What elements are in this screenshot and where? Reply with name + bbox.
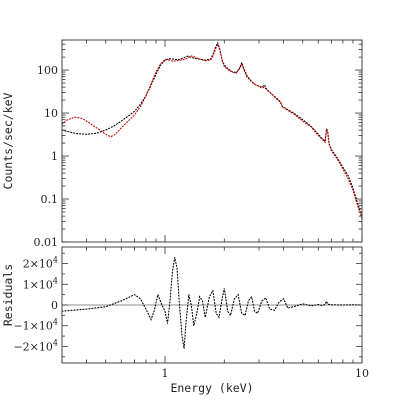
residuals-panel: 2×104 1×104 0 −1×104 −2×104 1 10 Residuals En… — [1, 40, 369, 395]
residuals-series-0 — [61, 257, 363, 349]
spectrum-y-tick-label: 100 — [37, 64, 58, 77]
residuals-y-ticks: 2×104 1×104 0 −1×104 −2×104 — [13, 252, 362, 358]
spectrum-series-layer — [61, 41, 363, 220]
spectrum-plot-frame — [61, 39, 363, 243]
spectrum-series-1 — [61, 42, 363, 220]
spectrum-y-tick-label: 0.01 — [34, 236, 59, 249]
residuals-y-axis-label: Residuals — [1, 264, 15, 326]
residuals-y-tick-label: −1×104 — [13, 318, 58, 333]
spectrum-y-ticks: 0.01 0.1 1 10 100 — [34, 39, 362, 249]
spectrum-y-tick-label: 1 — [51, 150, 58, 163]
energy-x-tick-label: 10 — [355, 367, 369, 380]
spectrum-panel: 0.01 0.1 1 10 100 Counts/sec/keV — [1, 39, 363, 249]
energy-x-axis-label: Energy (keV) — [170, 381, 253, 395]
energy-x-tick-label: 1 — [162, 367, 169, 380]
residuals-y-tick-label: −2×104 — [13, 338, 58, 353]
residuals-plot-frame — [61, 246, 363, 364]
residuals-series-layer — [61, 257, 363, 349]
residuals-y-tick-label: 0 — [51, 299, 58, 312]
spectrum-series-0 — [61, 41, 363, 217]
spectrum-y-axis-label: Counts/sec/keV — [1, 92, 15, 189]
spectrum-y-tick-label: 0.1 — [41, 193, 59, 206]
spectrum-y-tick-label: 10 — [44, 107, 58, 120]
residuals-y-tick-label: 1×104 — [23, 276, 58, 291]
energy-x-ticks: 1 10 — [61, 40, 369, 380]
residuals-y-tick-label: 2×104 — [23, 256, 58, 271]
